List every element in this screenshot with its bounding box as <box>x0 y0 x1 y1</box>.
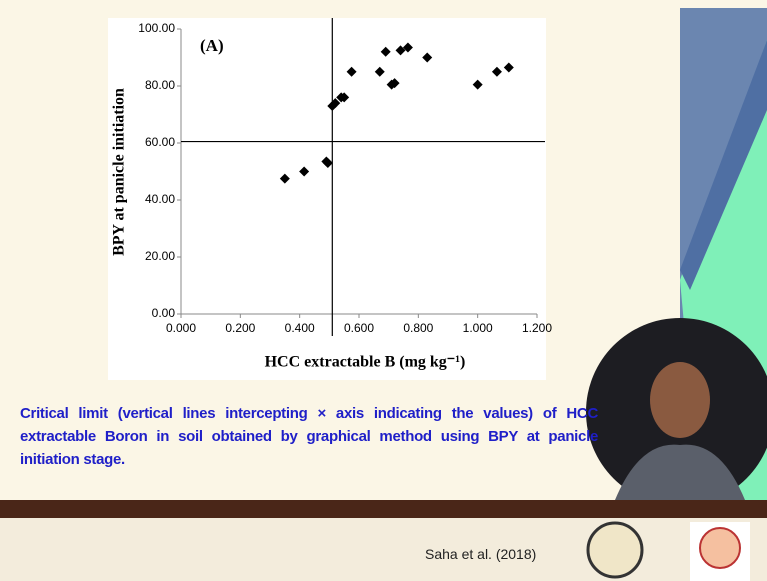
y-tick-label: 60.00 <box>145 135 175 149</box>
citation: Saha et al. (2018) <box>425 546 536 562</box>
x-tick-label: 0.000 <box>166 321 196 335</box>
nptel-logo <box>700 528 740 568</box>
y-tick-label: 40.00 <box>145 192 175 206</box>
y-tick-label: 0.00 <box>152 306 176 320</box>
y-tick-label: 100.00 <box>138 21 175 35</box>
x-tick-label: 0.400 <box>285 321 315 335</box>
slide-graphics: (A) HCC extractable B (mg kg⁻¹) BPY at p… <box>0 0 767 581</box>
iit-logo <box>588 523 642 577</box>
panel-label: (A) <box>200 36 224 55</box>
x-tick-label: 0.800 <box>403 321 433 335</box>
caption: Critical limit (vertical lines intercept… <box>20 402 598 471</box>
footer <box>0 518 767 581</box>
slide: (A) HCC extractable B (mg kg⁻¹) BPY at p… <box>0 0 767 581</box>
presenter-face <box>650 362 710 438</box>
x-tick-label: 0.200 <box>225 321 255 335</box>
y-tick-label: 80.00 <box>145 78 175 92</box>
x-tick-label: 1.000 <box>463 321 493 335</box>
x-tick-label: 0.600 <box>344 321 374 335</box>
x-tick-label: 1.200 <box>522 321 552 335</box>
footer-bar <box>0 500 767 518</box>
y-axis-title: BPY at panicle initiation <box>111 88 128 256</box>
x-axis-title: HCC extractable B (mg kg⁻¹) <box>265 354 466 371</box>
y-tick-label: 20.00 <box>145 249 175 263</box>
